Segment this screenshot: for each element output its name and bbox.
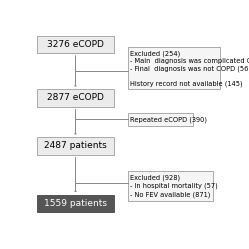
Text: Excluded (254): Excluded (254) [130, 50, 180, 57]
FancyBboxPatch shape [37, 89, 114, 107]
Text: - In hospital mortality (57): - In hospital mortality (57) [130, 183, 218, 189]
Text: - Final  diagnosis was not COPD (56): - Final diagnosis was not COPD (56) [130, 65, 249, 72]
Text: 2877 eCOPD: 2877 eCOPD [47, 93, 104, 102]
Text: - Main  diagnosis was complicated COPD (198): - Main diagnosis was complicated COPD (1… [130, 58, 249, 64]
Text: Repeated eCOPD (390): Repeated eCOPD (390) [130, 117, 207, 123]
FancyBboxPatch shape [37, 137, 114, 154]
FancyBboxPatch shape [127, 171, 212, 200]
FancyBboxPatch shape [37, 195, 114, 212]
FancyBboxPatch shape [127, 47, 220, 89]
Text: 1559 patients: 1559 patients [44, 199, 107, 208]
FancyBboxPatch shape [37, 36, 114, 53]
Text: Excluded (928): Excluded (928) [130, 174, 180, 181]
Text: History record not available (145): History record not available (145) [130, 81, 243, 87]
Text: - No FEV available (871): - No FEV available (871) [130, 191, 210, 198]
Text: 3276 eCOPD: 3276 eCOPD [47, 40, 104, 49]
Text: 2487 patients: 2487 patients [44, 141, 107, 150]
FancyBboxPatch shape [127, 113, 193, 126]
